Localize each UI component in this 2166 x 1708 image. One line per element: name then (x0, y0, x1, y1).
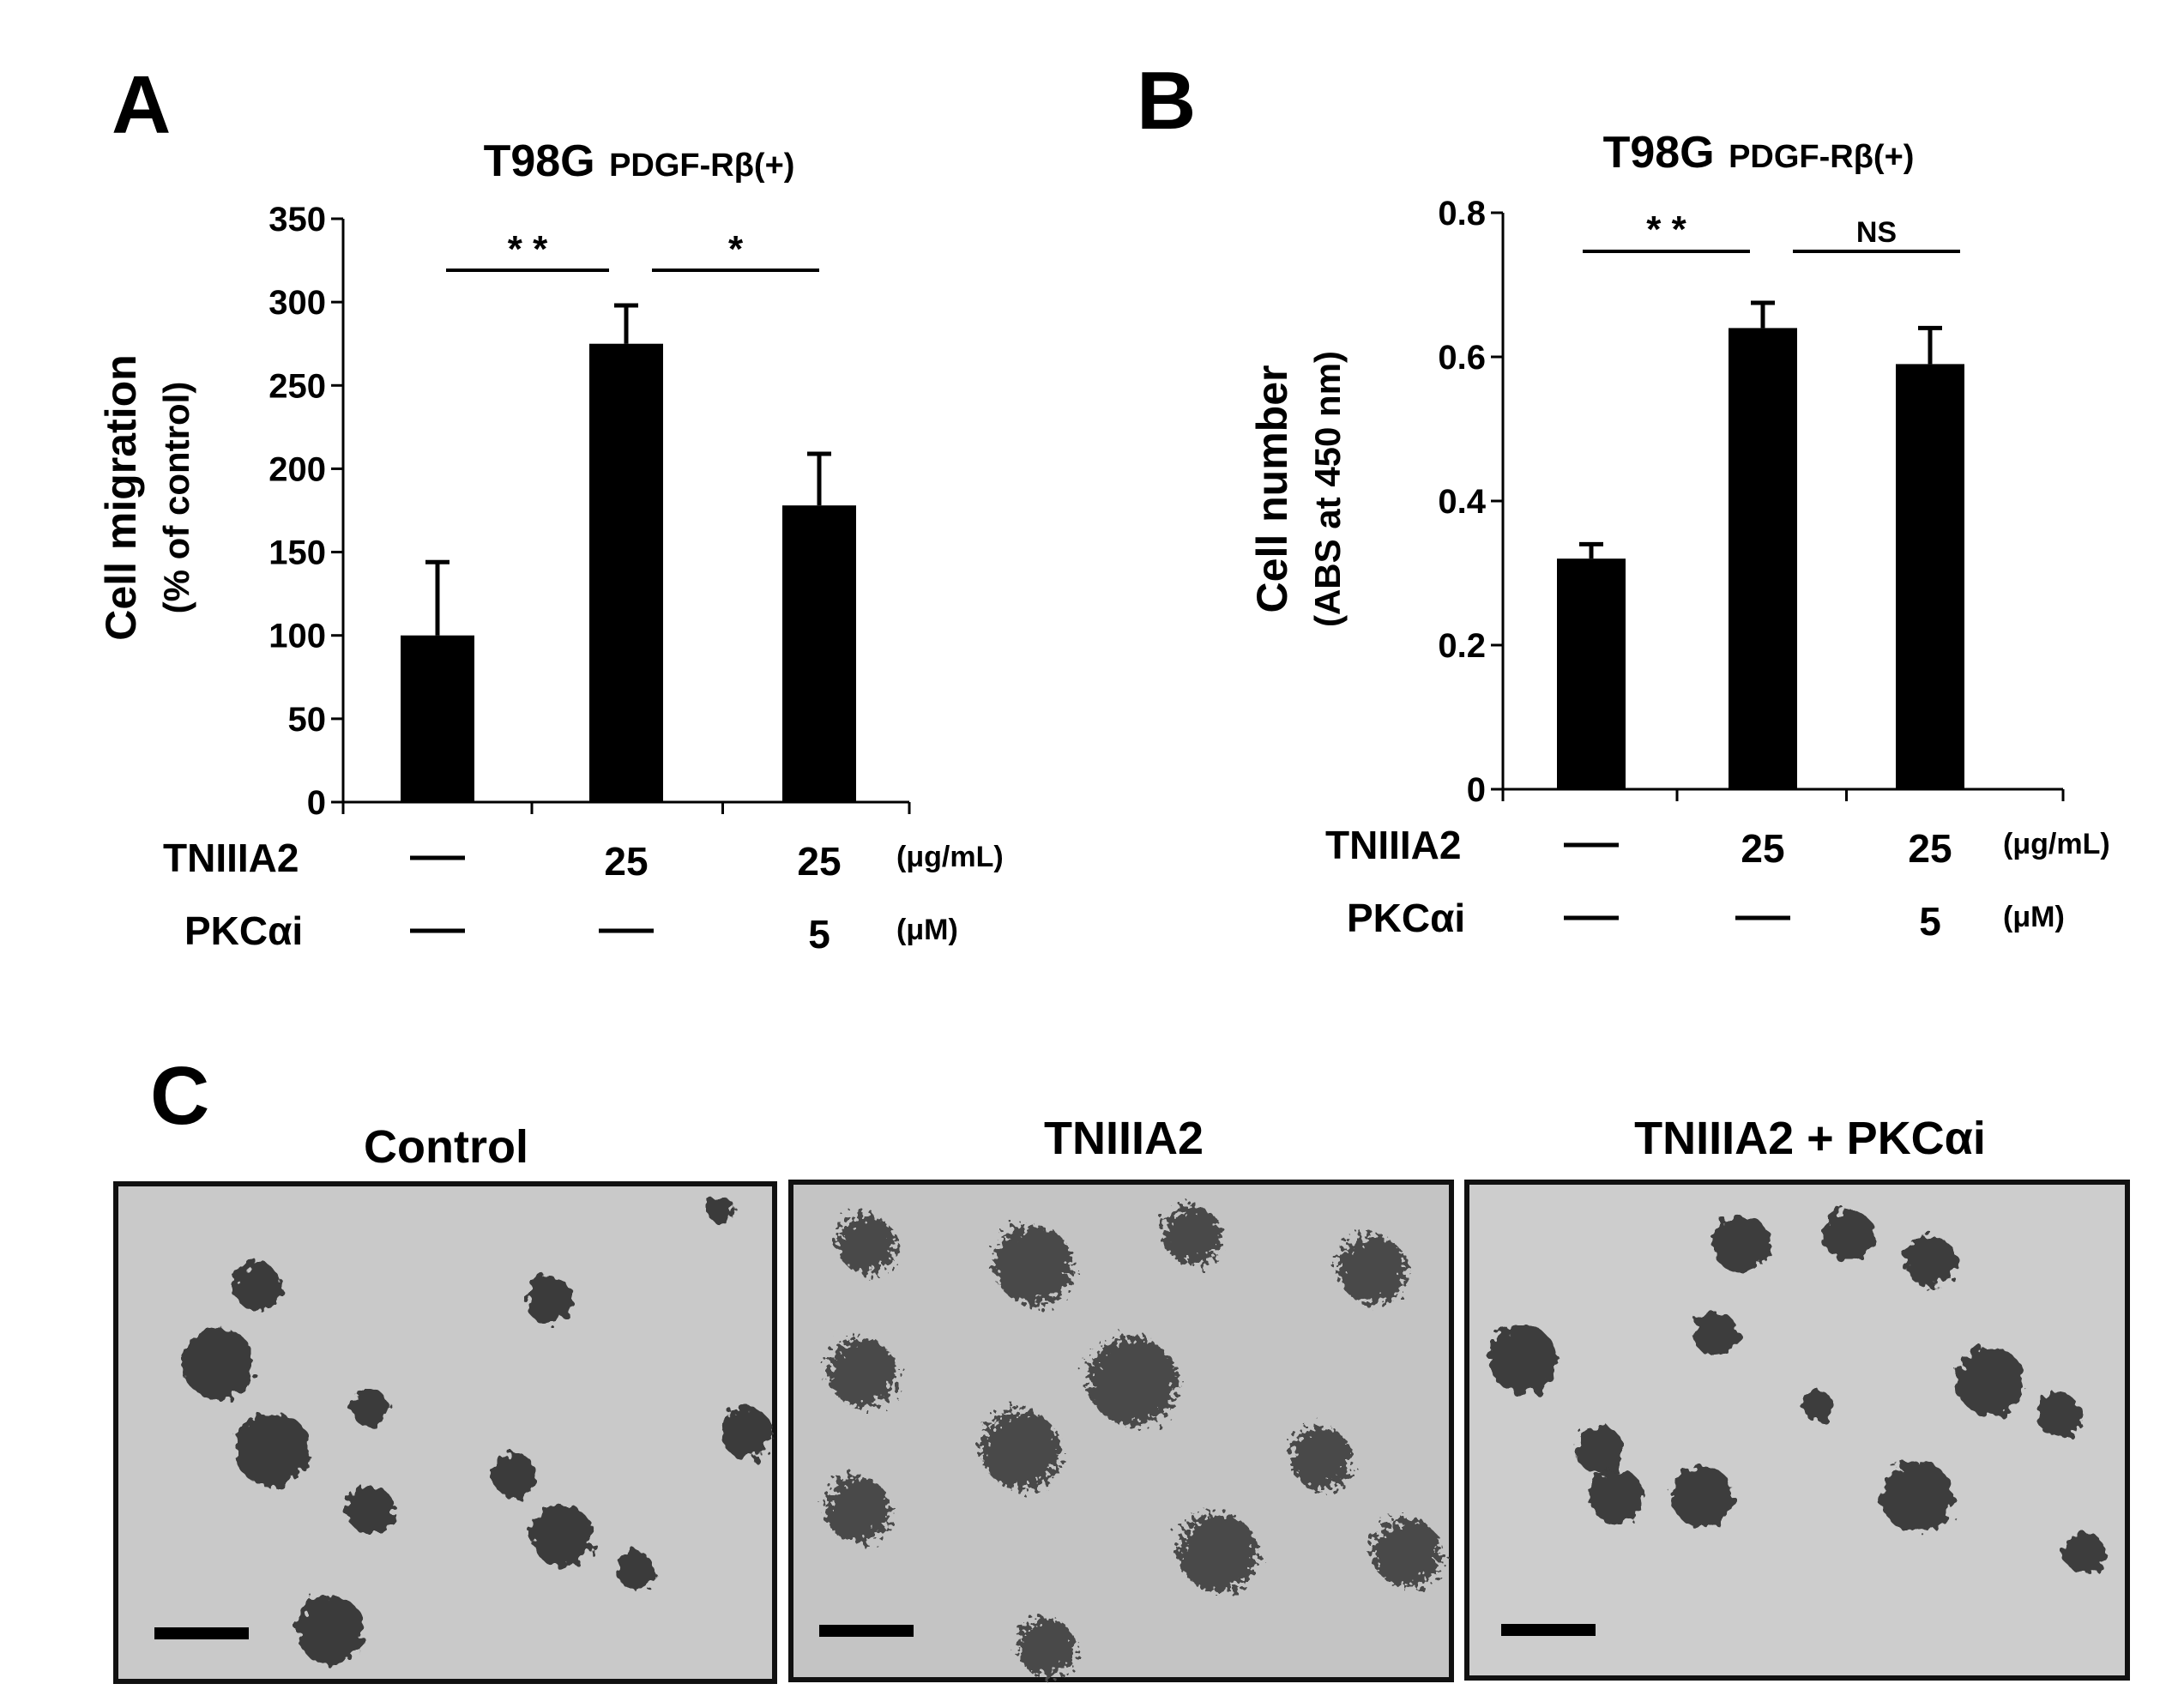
micrograph-tniiia2 (788, 1180, 1454, 1682)
chart-a-significance-label: * (728, 228, 744, 270)
chart-b-row-label: PKCαi (1347, 896, 1465, 940)
scale-bar-tniiia2 (819, 1625, 914, 1637)
panel-letter-c: C (150, 1050, 209, 1142)
chart-b-significance-label: * * (1646, 208, 1686, 250)
chart-a-row-cell: 25 (604, 839, 648, 884)
chart-a-row-cell: 5 (808, 912, 830, 957)
chart-a-ylabel: Cell migration (97, 354, 145, 640)
chart-b-bar (1729, 328, 1797, 789)
chart-a-bar (589, 343, 663, 802)
chart-b-ytick-label: 0.6 (1438, 339, 1486, 377)
chart-a-ytick-label: 300 (268, 284, 326, 322)
chart-b-row-unit: (μg/mL) (2003, 828, 2110, 860)
micrograph-tniiia2-pkcai-cells (1488, 1210, 2105, 1573)
chart-b-ytick-label: 0.2 (1438, 627, 1486, 665)
micrograph-title-tniiia2: TNIIIA2 (1044, 1113, 1204, 1164)
chart-a-ytick-label: 150 (268, 534, 326, 572)
chart-a-bar (782, 505, 856, 802)
micrograph-tniiia2-pkcai (1464, 1180, 2130, 1681)
chart-b-title: T98G PDGF-Rβ(+) (1603, 128, 1915, 178)
chart-b-ylabel-sub: (ABS at 450 nm) (1307, 351, 1348, 627)
chart-b-row-cell: 25 (1741, 826, 1784, 871)
chart-b-plot: 0 0.2 0.4 0.6 0.8 * * NS TNIIIA2 25 25 (μg/mL) PKCα… (1325, 195, 2110, 944)
chart-b-row-unit: (μM) (2003, 901, 2065, 933)
panel-c: C Control TNIIIA2 TNIIIA2 + PKCαi (113, 1050, 2130, 1684)
micrograph-title-tniiia2-pkcai: TNIIIA2 + PKCαi (1634, 1113, 1986, 1164)
chart-a-ytick-label: 0 (307, 784, 326, 822)
panel-a: A T98G PDGF-Rβ(+) Cell migration (% of c… (97, 59, 1004, 957)
chart-b-ylabel: Cell number (1248, 365, 1296, 613)
chart-a-ytick-label: 100 (268, 618, 326, 655)
chart-a-ytick-label: 250 (268, 367, 326, 405)
chart-a-ytick-label: 50 (288, 701, 327, 739)
chart-a-row-label: TNIIIA2 (163, 836, 299, 880)
chart-a-row-unit: (μg/mL) (896, 841, 1004, 873)
panel-letter-a: A (112, 59, 171, 151)
chart-a-row-unit: (μM) (896, 914, 958, 946)
chart-a-ytick-label: 200 (268, 450, 326, 488)
chart-a-ylabel-sub: (% of control) (156, 382, 196, 614)
chart-a-ytick-label: 350 (268, 201, 326, 238)
chart-b-row-label: TNIIIA2 (1325, 823, 1461, 867)
chart-b-ytick-label: 0.8 (1438, 195, 1486, 232)
micrograph-control-cells (183, 1196, 772, 1664)
panel-b: B T98G PDGF-Rβ(+) Cell number (ABS at 45… (1137, 55, 2110, 944)
scale-bar-tniiia2-pkcai (1501, 1624, 1596, 1636)
chart-a-row-cell: 25 (797, 839, 841, 884)
chart-a-title: T98G PDGF-Rβ(+) (484, 136, 795, 186)
chart-a-row-label: PKCαi (184, 908, 303, 953)
chart-b-ytick-label: 0.4 (1438, 483, 1486, 521)
micrograph-control-frame (113, 1181, 777, 1684)
chart-a-bar (401, 635, 474, 802)
chart-b-bar (1557, 558, 1626, 789)
chart-b-ytick-label: 0 (1467, 771, 1486, 809)
chart-a-significance-label: * * (508, 228, 548, 270)
chart-b-bar (1896, 364, 1964, 789)
micrograph-tniiia2-cells (825, 1206, 1441, 1676)
chart-a-plot: 0 50 100 150 200 250 300 350 * * * TNIIIA2 25 25 (μg/… (163, 201, 1004, 957)
chart-b-row-cell: 25 (1908, 826, 1952, 871)
scale-bar-control (154, 1627, 249, 1639)
micrograph-control (113, 1181, 777, 1684)
chart-b-significance-label: NS (1856, 216, 1897, 249)
chart-b-row-cell: 5 (1919, 899, 1941, 944)
panel-letter-b: B (1137, 55, 1196, 147)
micrograph-title-control: Control (364, 1121, 528, 1173)
micrograph-tniiia2-pkcai-frame (1464, 1180, 2130, 1681)
